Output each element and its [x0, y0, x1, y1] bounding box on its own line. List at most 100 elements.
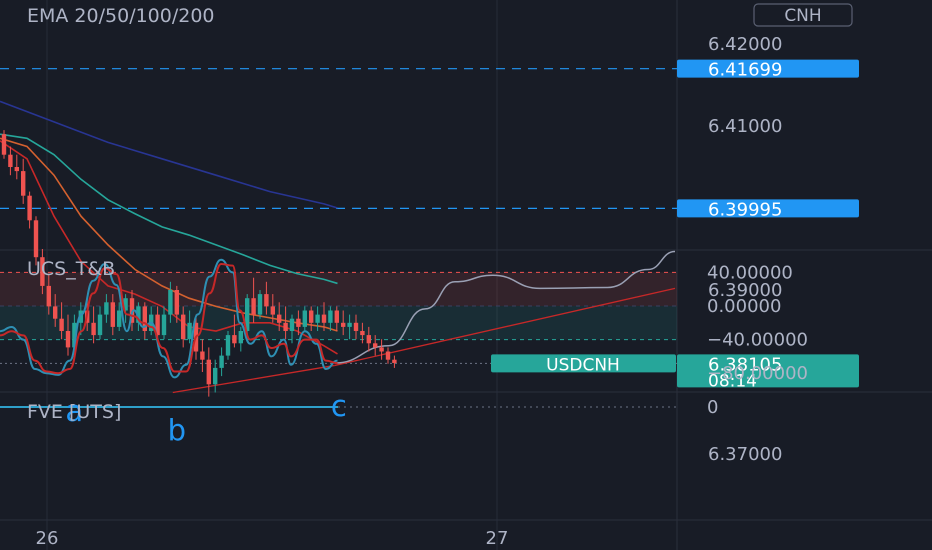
trendline-layer: [172, 250, 676, 394]
ema-indicator-title[interactable]: EMA 20/50/100/200: [27, 5, 215, 27]
candle-body[interactable]: [161, 314, 167, 336]
bar-countdown: 08:14: [708, 371, 757, 391]
candle-body[interactable]: [181, 314, 186, 340]
fve-indicator-title[interactable]: FVE [UTS]: [27, 401, 121, 423]
ema-line-ema200[interactable]: [0, 100, 338, 209]
candle-body[interactable]: [309, 310, 314, 323]
candle-body[interactable]: [264, 294, 269, 307]
candle-body[interactable]: [40, 257, 45, 286]
candle-body[interactable]: [373, 343, 378, 348]
candle-body[interactable]: [65, 331, 71, 348]
time-tick-label: 26: [36, 528, 59, 549]
candle-body[interactable]: [334, 310, 339, 323]
candle-body[interactable]: [21, 171, 26, 196]
ema-line-ema100[interactable]: [0, 133, 338, 285]
candle-body[interactable]: [366, 335, 371, 344]
candle-body[interactable]: [27, 195, 32, 221]
wave-label-c[interactable]: c: [331, 389, 347, 423]
candle-body[interactable]: [46, 285, 51, 307]
candle-body[interactable]: [117, 310, 122, 327]
candle-body[interactable]: [315, 314, 320, 323]
fve-tick-label: 0: [707, 397, 718, 418]
candle-body[interactable]: [110, 302, 115, 327]
candle-body[interactable]: [283, 322, 288, 331]
candle-body[interactable]: [187, 322, 192, 340]
candle-body[interactable]: [53, 306, 58, 319]
candle-body[interactable]: [257, 294, 263, 315]
candle-body[interactable]: [328, 310, 333, 323]
candle-body[interactable]: [59, 318, 64, 331]
candle-body[interactable]: [14, 167, 19, 172]
current-price-value: 6.38105: [708, 354, 782, 375]
symbol-tag-label: USDCNH: [546, 355, 620, 375]
candle-body[interactable]: [353, 322, 359, 331]
forecast-path[interactable]: [334, 250, 676, 364]
candle-body[interactable]: [251, 298, 256, 315]
candle-body[interactable]: [341, 322, 346, 327]
current-price-tag[interactable]: [677, 354, 859, 388]
candle-body[interactable]: [296, 318, 301, 327]
currency-badge-label: CNH: [784, 6, 821, 26]
axis-layer: 6.42000 6.41000 6.39000 6.37000 6.41699 6.399…: [36, 34, 859, 549]
candle-body[interactable]: [72, 322, 77, 348]
symbol-tag[interactable]: [491, 354, 676, 373]
candle-body[interactable]: [168, 290, 173, 315]
trendline-bc[interactable]: [172, 364, 335, 394]
wave-label-a[interactable]: a: [65, 394, 83, 428]
candle-body[interactable]: [33, 220, 39, 258]
price-level-tag[interactable]: [677, 199, 859, 218]
oscillator-line-slow[interactable]: [0, 262, 338, 375]
time-tick-label: 27: [486, 528, 509, 549]
candle-body[interactable]: [206, 359, 211, 385]
candle-body[interactable]: [392, 359, 397, 363]
candle-body[interactable]: [1, 134, 7, 155]
candle-body[interactable]: [136, 306, 141, 323]
candle-body[interactable]: [104, 302, 109, 315]
candle-body[interactable]: [200, 351, 205, 360]
candle-body[interactable]: [129, 298, 135, 323]
candle-body[interactable]: [142, 306, 147, 331]
candle-body[interactable]: [385, 351, 391, 360]
candle-body[interactable]: [8, 154, 13, 167]
candle-body[interactable]: [245, 298, 250, 331]
candle-body[interactable]: [379, 347, 384, 352]
candle-body[interactable]: [225, 335, 231, 356]
ucs-indicator-title[interactable]: UCS_T&B: [27, 258, 115, 280]
candle-body[interactable]: [219, 355, 224, 368]
candle-body[interactable]: [232, 335, 237, 344]
candle-body[interactable]: [78, 310, 83, 323]
price-level-tag-label: 6.41699: [708, 60, 782, 81]
candle-body[interactable]: [174, 290, 179, 315]
oscillator-tick-label: −80.00000: [707, 363, 808, 384]
oscillator-line-fast[interactable]: [0, 258, 338, 379]
candle-body[interactable]: [347, 322, 352, 327]
candle-body[interactable]: [302, 310, 307, 327]
price-levels-layer: [0, 68, 677, 364]
candle-body[interactable]: [270, 306, 275, 315]
price-tick-label: 6.41000: [708, 116, 782, 137]
wave-label-b[interactable]: b: [168, 414, 186, 448]
price-tick-label: 6.42000: [708, 34, 782, 55]
price-tick-label: 6.37000: [708, 444, 782, 465]
candle-body[interactable]: [360, 331, 365, 336]
currency-badge[interactable]: [753, 3, 853, 27]
candle-body[interactable]: [213, 367, 218, 385]
oscillator-tick-label: 0.00000: [707, 296, 781, 317]
oscillator-tick-label: 40.00000: [707, 262, 793, 283]
candle-body[interactable]: [123, 298, 128, 311]
candle-body[interactable]: [321, 314, 327, 323]
oscillator-tick-label: −40.00000: [707, 330, 808, 351]
candle-body[interactable]: [277, 314, 282, 323]
candle-body[interactable]: [289, 318, 295, 331]
trendline-projection[interactable]: [334, 287, 676, 367]
candle-body[interactable]: [238, 331, 243, 344]
labels-layer: a b c: [65, 389, 346, 448]
price-level-tag[interactable]: [677, 59, 859, 78]
price-tick-label: 6.39000: [708, 280, 782, 301]
candle-body[interactable]: [155, 314, 160, 336]
candle-body[interactable]: [97, 314, 103, 336]
candle-body[interactable]: [91, 322, 96, 336]
